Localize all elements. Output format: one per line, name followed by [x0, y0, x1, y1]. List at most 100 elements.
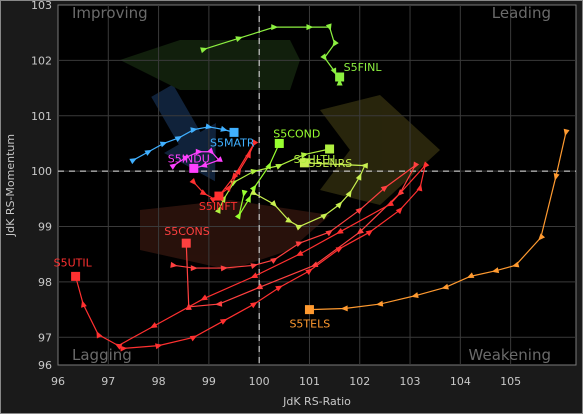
series-current-marker-s5tels — [304, 305, 314, 315]
series-point-s5util — [416, 183, 423, 192]
series-point-s5inft — [252, 139, 259, 147]
series-point-s5util — [200, 294, 208, 301]
series-point-s5util — [295, 250, 304, 256]
x-axis-label: JdK RS-Ratio — [282, 395, 351, 408]
series-point-s5finl — [200, 47, 208, 54]
series-label-s5finl: S5FINL — [344, 61, 383, 74]
series-label-s5tels: S5TELS — [289, 318, 330, 331]
series-point-s5finl — [336, 78, 343, 86]
y-tick-98: 98 — [38, 276, 52, 289]
series-point-s5matr — [220, 125, 228, 132]
x-tick-101: 101 — [299, 375, 320, 388]
series-s5matr — [129, 123, 239, 165]
series-current-marker-s5matr — [229, 127, 239, 137]
improving-arrow — [151, 84, 216, 182]
series-point-s5finl — [235, 36, 243, 42]
series-point-s5util — [335, 246, 344, 253]
series-point-s5enrs — [295, 224, 304, 231]
series-point-s5cond — [245, 195, 251, 203]
y-tick-96: 96 — [38, 359, 52, 372]
series-point-s5cond — [241, 189, 248, 198]
series-point-s5cond — [234, 212, 242, 220]
series-point-s5tels — [511, 261, 520, 268]
series-line-s5enrs — [253, 162, 366, 228]
series-point-s5util — [386, 200, 394, 207]
series-point-s5tels — [411, 292, 419, 298]
series-point-s5cons — [170, 261, 178, 268]
series-point-s5util — [365, 229, 374, 237]
series-point-s5inft — [189, 177, 197, 186]
series-point-s5util — [250, 272, 259, 278]
x-tick-102: 102 — [349, 375, 370, 388]
x-tick-98: 98 — [152, 375, 166, 388]
series-s5inft — [189, 139, 259, 204]
series-point-s5indu — [182, 155, 190, 162]
series-point-s5util — [154, 343, 163, 350]
series-point-s5enrs — [285, 216, 293, 223]
x-tick-105: 105 — [500, 375, 521, 388]
series-line-s5util — [75, 163, 427, 349]
series-layer — [71, 23, 570, 352]
series-point-s5tels — [466, 272, 475, 278]
series-point-s5inft — [224, 184, 232, 192]
series-point-s5cons — [295, 241, 304, 248]
series-current-marker-s5finl — [335, 72, 345, 82]
series-point-s5cons — [355, 207, 363, 215]
series-point-s5inft — [234, 167, 242, 176]
series-point-s5enrs — [250, 189, 258, 196]
quadrant-label-lagging: Lagging — [72, 346, 132, 364]
series-current-marker-s5cond — [274, 138, 284, 148]
y-axis-label: JdK RS-Momentum — [4, 134, 17, 237]
series-point-s5enrs — [320, 213, 328, 220]
y-tick-102: 102 — [31, 54, 52, 67]
series-label-s5cons: S5CONS — [164, 225, 210, 238]
series-point-s5finl — [325, 23, 332, 31]
series-point-s5tels — [538, 233, 546, 241]
series-point-s5cons — [270, 257, 278, 264]
series-point-s5util — [189, 335, 198, 342]
series-point-s5finl — [306, 24, 314, 31]
x-tick-labels: 96 97 98 99 100 101 102 103 104 105 — [51, 375, 521, 388]
y-tick-97: 97 — [38, 331, 52, 344]
series-point-s5cons — [380, 185, 389, 192]
x-tick-96: 96 — [51, 375, 65, 388]
series-point-s5util — [422, 161, 430, 169]
quadrant-label-weakening: Weakening — [469, 346, 551, 364]
series-s5indu — [169, 147, 223, 173]
series-point-s5hlth — [229, 180, 238, 187]
series-point-s5tels — [441, 283, 449, 290]
series-point-s5inft — [199, 189, 208, 196]
y-tick-99: 99 — [38, 221, 52, 234]
series-s5finl — [200, 23, 345, 86]
series-point-s5cons — [413, 161, 420, 170]
series-point-s5hlth — [300, 152, 309, 159]
series-current-marker-s5indu — [189, 163, 199, 173]
series-current-marker-s5util — [71, 271, 81, 281]
series-point-s5inft — [245, 150, 251, 159]
y-tick-101: 101 — [31, 110, 52, 123]
series-point-s5util — [249, 301, 258, 309]
series-point-s5hlth — [275, 164, 283, 170]
series-point-s5indu — [195, 148, 203, 155]
y-tick-labels: 96 97 98 99 100 101 102 103 — [31, 0, 52, 372]
series-point-s5hlth — [214, 206, 221, 214]
x-tick-104: 104 — [450, 375, 471, 388]
series-point-s5enrs — [355, 173, 362, 181]
series-label-s5util: S5UTIL — [54, 256, 93, 269]
series-s5hlth — [214, 144, 335, 214]
x-tick-99: 99 — [202, 375, 216, 388]
series-label-s5cond: S5COND — [273, 127, 320, 140]
series-current-marker-s5enrs — [299, 158, 309, 168]
series-point-s5util — [150, 322, 158, 329]
series-label-s5matr: S5MATR — [210, 136, 255, 149]
series-s5enrs — [250, 158, 368, 231]
series-point-s5indu — [199, 161, 208, 168]
series-label-s5enrs: S5ENRS — [308, 157, 352, 170]
series-point-s5enrs — [345, 189, 352, 198]
series-point-s5enrs — [270, 200, 277, 208]
series-point-s5cons — [325, 229, 333, 237]
series-point-s5cons — [356, 227, 364, 235]
series-point-s5tels — [563, 128, 570, 137]
series-point-s5matr — [144, 149, 153, 156]
series-point-s5finl — [320, 53, 327, 61]
